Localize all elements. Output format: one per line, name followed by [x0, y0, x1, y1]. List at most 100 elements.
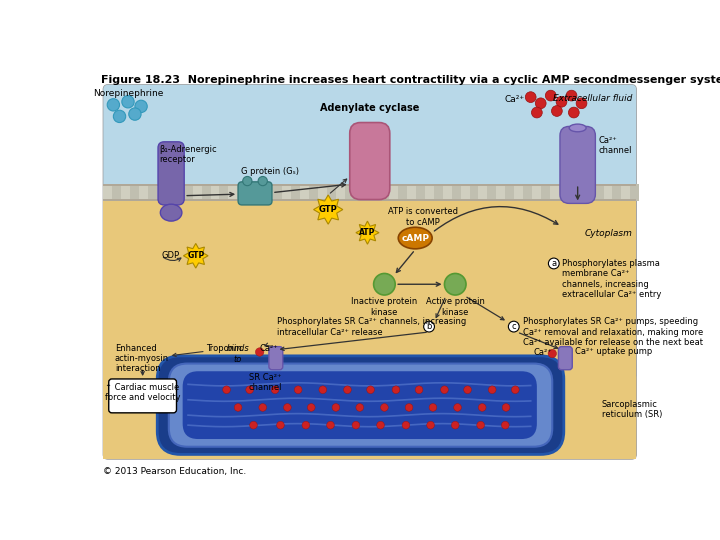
Circle shape — [246, 386, 253, 394]
Bar — [362, 184, 372, 201]
Bar — [139, 184, 148, 201]
Bar — [184, 184, 193, 201]
FancyBboxPatch shape — [157, 356, 564, 455]
Circle shape — [566, 90, 577, 101]
Bar — [505, 184, 514, 201]
Bar — [273, 184, 282, 201]
Bar — [443, 184, 451, 201]
Bar — [166, 184, 175, 201]
Text: Phosphorylates SR Ca²⁺ channels, increasing
intracellular Ca²⁺ release: Phosphorylates SR Ca²⁺ channels, increas… — [276, 318, 466, 337]
Bar — [175, 184, 184, 201]
Text: Active protein
kinase: Active protein kinase — [426, 298, 485, 317]
Ellipse shape — [570, 124, 586, 132]
Circle shape — [381, 403, 388, 411]
Polygon shape — [184, 244, 208, 268]
Text: a: a — [552, 259, 557, 268]
Bar — [416, 184, 425, 201]
Circle shape — [250, 421, 257, 429]
Bar — [344, 184, 354, 201]
Circle shape — [259, 403, 266, 411]
Bar — [559, 184, 568, 201]
Polygon shape — [314, 195, 343, 224]
Text: Ca²⁺
channel: Ca²⁺ channel — [598, 136, 632, 155]
Circle shape — [135, 100, 147, 112]
Circle shape — [307, 403, 315, 411]
FancyBboxPatch shape — [560, 126, 595, 204]
Text: Ca²⁺ uptake pump: Ca²⁺ uptake pump — [575, 347, 652, 356]
Bar — [523, 184, 532, 201]
Bar — [630, 184, 639, 201]
Circle shape — [294, 386, 302, 394]
Bar — [595, 184, 603, 201]
Circle shape — [444, 273, 466, 295]
Circle shape — [402, 421, 410, 429]
Circle shape — [478, 403, 486, 411]
Bar — [104, 199, 636, 201]
Bar — [577, 184, 585, 201]
Text: Ca²⁺: Ca²⁺ — [534, 348, 552, 357]
FancyBboxPatch shape — [104, 85, 636, 199]
Circle shape — [429, 403, 437, 411]
Text: ATP: ATP — [359, 228, 376, 237]
Circle shape — [352, 421, 360, 429]
FancyBboxPatch shape — [168, 363, 552, 447]
Circle shape — [508, 321, 519, 332]
Bar — [104, 184, 112, 201]
Text: Troponin: Troponin — [206, 345, 242, 353]
Circle shape — [243, 177, 252, 186]
Bar — [550, 184, 559, 201]
Text: G protein (Gₛ): G protein (Gₛ) — [241, 167, 300, 177]
FancyBboxPatch shape — [350, 123, 390, 200]
Bar — [568, 184, 577, 201]
Bar — [451, 184, 461, 201]
Bar — [157, 184, 166, 201]
Bar — [112, 184, 121, 201]
Bar — [487, 184, 496, 201]
Circle shape — [568, 107, 579, 118]
Bar — [220, 184, 228, 201]
Bar — [434, 184, 443, 201]
FancyBboxPatch shape — [158, 142, 184, 205]
Circle shape — [405, 403, 413, 411]
Bar — [514, 184, 523, 201]
Bar — [407, 184, 416, 201]
Circle shape — [276, 421, 284, 429]
Text: ↑ Cardiac muscle
force and velocity: ↑ Cardiac muscle force and velocity — [105, 383, 181, 402]
Circle shape — [415, 386, 423, 394]
Text: cAMP: cAMP — [401, 233, 429, 242]
Bar — [300, 184, 309, 201]
Bar — [380, 184, 390, 201]
Circle shape — [377, 421, 384, 429]
Bar — [246, 184, 255, 201]
Text: Figure 18.23  Norepinephrine increases heart contractility via a cyclic AMP seco: Figure 18.23 Norepinephrine increases he… — [101, 75, 720, 85]
Bar — [354, 184, 362, 201]
Text: c: c — [511, 322, 516, 332]
Text: Sarcoplasmic
reticulum (SR): Sarcoplasmic reticulum (SR) — [601, 400, 662, 419]
Text: binds
to: binds to — [227, 345, 249, 364]
Circle shape — [122, 96, 134, 108]
Circle shape — [222, 386, 230, 394]
Bar — [121, 184, 130, 201]
Circle shape — [319, 386, 327, 394]
Bar — [613, 184, 621, 201]
FancyBboxPatch shape — [269, 347, 283, 370]
Circle shape — [501, 421, 509, 429]
Circle shape — [511, 386, 519, 394]
Bar — [336, 184, 344, 201]
Text: β₁-Adrenergic
receptor: β₁-Adrenergic receptor — [160, 145, 217, 164]
Circle shape — [441, 386, 449, 394]
Circle shape — [343, 386, 351, 394]
Text: Norepinephrine: Norepinephrine — [93, 90, 163, 98]
Circle shape — [327, 421, 334, 429]
Bar — [479, 184, 487, 201]
Bar — [309, 184, 318, 201]
Bar — [291, 184, 300, 201]
Circle shape — [129, 108, 141, 120]
FancyBboxPatch shape — [183, 372, 537, 439]
Bar — [318, 184, 327, 201]
Circle shape — [556, 96, 567, 107]
Circle shape — [545, 90, 556, 101]
Circle shape — [549, 258, 559, 269]
Polygon shape — [356, 221, 379, 244]
Text: Cytoplasm: Cytoplasm — [585, 229, 632, 238]
